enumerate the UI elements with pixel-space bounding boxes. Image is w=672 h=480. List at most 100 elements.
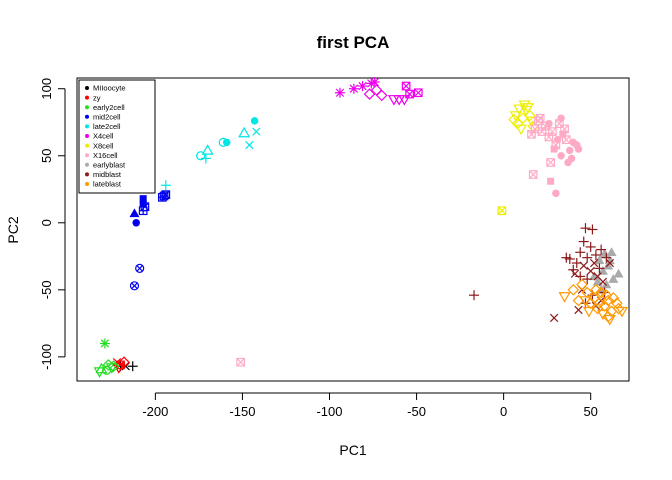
series-X16cell xyxy=(236,113,583,367)
data-point xyxy=(604,255,615,265)
data-point xyxy=(544,132,554,142)
data-point xyxy=(552,189,560,198)
data-point xyxy=(561,252,572,263)
data-point xyxy=(387,95,400,106)
data-point xyxy=(606,247,617,257)
data-point xyxy=(363,88,376,100)
data-point xyxy=(393,95,406,106)
data-point xyxy=(605,258,615,268)
data-point xyxy=(578,236,589,247)
legend-label: mid2cell xyxy=(93,113,121,122)
x-axis-label: PC1 xyxy=(339,442,366,458)
data-point xyxy=(592,276,603,286)
legend-marker xyxy=(85,86,89,90)
data-point xyxy=(553,135,562,144)
legend-marker xyxy=(85,114,89,119)
data-point xyxy=(93,367,106,378)
data-point xyxy=(140,202,150,212)
data-point xyxy=(582,274,593,285)
legend-label: X8cell xyxy=(93,141,114,150)
legend-marker xyxy=(85,134,89,138)
series-late2cell xyxy=(160,117,261,191)
data-point xyxy=(574,145,583,153)
data-point xyxy=(595,286,607,299)
data-point xyxy=(223,138,231,147)
legend-marker xyxy=(85,143,89,148)
data-point xyxy=(564,158,572,167)
data-point xyxy=(105,363,118,374)
data-point xyxy=(132,219,140,227)
data-point xyxy=(585,241,596,252)
data-point xyxy=(590,249,601,260)
legend-marker xyxy=(85,172,89,177)
y-tick-label: -50 xyxy=(39,280,54,299)
data-point xyxy=(616,306,629,318)
data-point xyxy=(469,290,480,301)
data-point xyxy=(348,83,359,94)
data-point xyxy=(601,279,612,289)
data-point xyxy=(594,263,605,274)
series-midblast xyxy=(469,223,615,323)
data-point xyxy=(608,274,619,283)
series-mid2cell xyxy=(129,190,171,291)
legend-label: X16cell xyxy=(93,151,118,160)
legend-label: X4cell xyxy=(93,132,114,141)
legend-marker xyxy=(85,124,89,129)
data-point xyxy=(250,117,259,125)
legend-label: earlyblast xyxy=(93,161,126,170)
legend-label: midblast xyxy=(93,170,122,179)
legend-box xyxy=(78,79,156,194)
data-point xyxy=(566,146,574,155)
data-point xyxy=(593,297,606,310)
x-tick-label: -100 xyxy=(316,404,342,419)
data-point xyxy=(107,360,120,373)
data-point xyxy=(557,114,565,122)
x-tick-label: 50 xyxy=(583,404,597,419)
data-point xyxy=(598,300,611,312)
data-points xyxy=(93,77,629,378)
legend-label: late2cell xyxy=(93,122,121,131)
data-point xyxy=(594,255,605,265)
chart-title: first PCA xyxy=(317,33,390,52)
series-X8cell xyxy=(497,100,540,216)
data-point xyxy=(549,313,559,323)
data-point xyxy=(579,261,588,270)
data-point xyxy=(567,283,580,296)
x-tick-label: -50 xyxy=(407,404,426,419)
data-point xyxy=(366,78,377,89)
data-point xyxy=(508,113,520,126)
legend-label: early2cell xyxy=(93,103,125,112)
data-point xyxy=(252,127,261,136)
data-point xyxy=(527,129,536,139)
y-tick-label: 0 xyxy=(39,219,54,226)
data-point xyxy=(518,100,531,112)
data-point xyxy=(200,153,211,164)
data-point xyxy=(129,281,140,291)
data-point xyxy=(580,223,591,234)
x-tick-label: 0 xyxy=(500,404,507,419)
y-tick-label: 50 xyxy=(39,149,54,163)
data-point xyxy=(196,151,206,161)
legend-marker xyxy=(85,153,89,158)
y-tick-label: 100 xyxy=(39,78,54,100)
x-axis: -200 -150 -100 -50 0 50 xyxy=(142,392,598,419)
data-point xyxy=(129,208,140,218)
data-point xyxy=(545,119,553,128)
data-point xyxy=(238,126,251,138)
data-point xyxy=(550,145,558,153)
data-point xyxy=(413,88,423,98)
data-point xyxy=(497,206,507,216)
legend-label: MIIoocyte xyxy=(93,84,126,93)
data-point xyxy=(597,266,608,275)
data-point xyxy=(515,124,528,136)
data-point xyxy=(521,103,535,114)
y-tick-label: -100 xyxy=(39,344,54,370)
series-X4cell xyxy=(334,77,423,106)
data-point xyxy=(613,268,624,278)
legend-marker xyxy=(85,182,89,186)
data-point xyxy=(571,258,582,269)
data-point xyxy=(535,113,545,123)
data-point xyxy=(160,180,171,191)
